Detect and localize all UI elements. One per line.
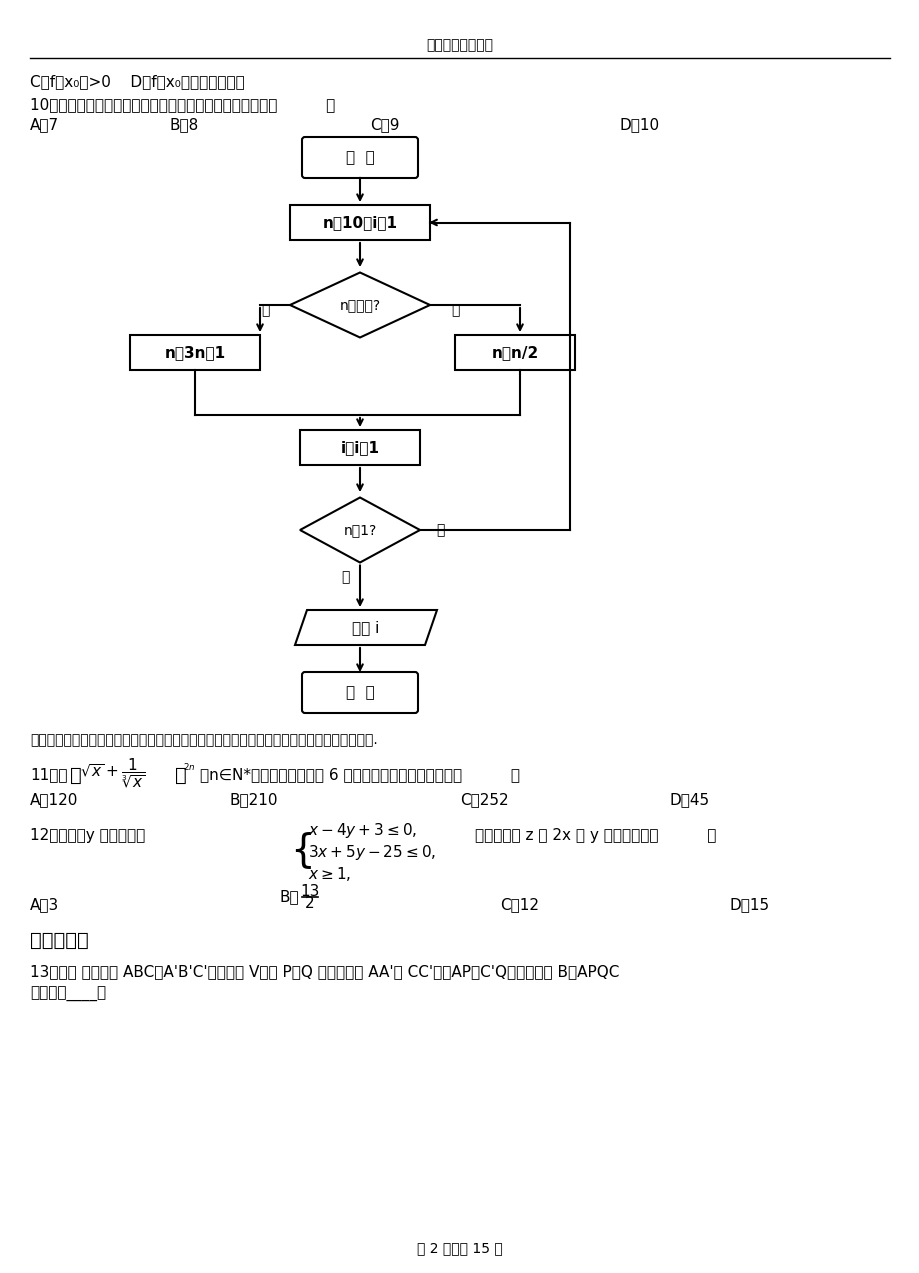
- Text: 二、填空题: 二、填空题: [30, 931, 88, 950]
- Text: 12．已知，y 满足不等式: 12．已知，y 满足不等式: [30, 827, 145, 843]
- Bar: [289, 205, 429, 241]
- Text: D．15: D．15: [729, 897, 769, 913]
- Text: 13．如图 直三棱柱 ABC－A'B'C'的体积为 V，点 P、Q 分别在侧棱 AA'和 CC'上，AP＝C'Q，则四棱锥 B－APQC: 13．如图 直三棱柱 ABC－A'B'C'的体积为 V，点 P、Q 分别在侧棱 …: [30, 965, 618, 979]
- Text: 否: 否: [450, 303, 459, 317]
- Text: A．7: A．7: [30, 117, 59, 132]
- Text: 的体积为____．: 的体积为____．: [30, 987, 106, 1002]
- Text: 精选高中模拟试卷: 精选高中模拟试卷: [426, 38, 493, 52]
- Text: $x \geq 1,$: $x \geq 1,$: [308, 864, 351, 883]
- Text: 结  束: 结 束: [346, 685, 374, 700]
- Text: D．10: D．10: [619, 117, 660, 132]
- Text: 第 2 页，共 15 页: 第 2 页，共 15 页: [416, 1241, 503, 1255]
- Text: $^{2n}$: $^{2n}$: [183, 764, 196, 777]
- Text: n＝10，i＝1: n＝10，i＝1: [323, 215, 397, 230]
- Bar: [455, 335, 574, 370]
- Text: C．12: C．12: [499, 897, 539, 913]
- Text: i＝i＋1: i＝i＋1: [340, 440, 380, 454]
- Text: $3x + 5y - 25 \leq 0,$: $3x + 5y - 25 \leq 0,$: [308, 843, 436, 862]
- Text: 【命题意图】本题考查阅读程序框图，理解程序框图的功能，本质是循环语句循环终止的条件.: 【命题意图】本题考查阅读程序框图，理解程序框图的功能，本质是循环语句循环终止的条…: [30, 733, 378, 747]
- Text: D．45: D．45: [669, 793, 709, 807]
- Text: n＝n/2: n＝n/2: [491, 345, 538, 360]
- Text: （n∈N*）展开式中只有第 6 项系数最大，则其常数项为（          ）: （n∈N*）展开式中只有第 6 项系数最大，则其常数项为（ ）: [199, 768, 519, 783]
- Text: B．: B．: [279, 890, 300, 905]
- Text: C．9: C．9: [369, 117, 399, 132]
- Text: C．f（x₀）>0    D．f（x₀）的符号不确定: C．f（x₀）>0 D．f（x₀）的符号不确定: [30, 75, 244, 89]
- Text: $\sqrt{x}+\dfrac{1}{\sqrt[3]{x}}$: $\sqrt{x}+\dfrac{1}{\sqrt[3]{x}}$: [80, 756, 145, 791]
- Text: 2: 2: [305, 895, 314, 910]
- Text: 开  始: 开 始: [346, 150, 374, 165]
- Text: B．210: B．210: [230, 793, 278, 807]
- Text: ）: ）: [175, 765, 187, 784]
- Text: $x - 4y + 3 \leq 0,$: $x - 4y + 3 \leq 0,$: [308, 821, 416, 839]
- Text: B．8: B．8: [170, 117, 199, 132]
- Text: {: {: [289, 831, 314, 869]
- Polygon shape: [289, 272, 429, 337]
- Polygon shape: [295, 610, 437, 645]
- Bar: [300, 430, 420, 465]
- Text: 13: 13: [300, 883, 319, 899]
- Bar: [130, 335, 260, 370]
- Text: 10．若某程序框图如图所示，则该程序运行后输出的值是（          ）: 10．若某程序框图如图所示，则该程序运行后输出的值是（ ）: [30, 98, 335, 112]
- Text: C．252: C．252: [460, 793, 508, 807]
- Text: 是: 是: [340, 570, 349, 584]
- Text: 输出 i: 输出 i: [352, 620, 380, 635]
- Text: 是: 是: [260, 303, 269, 317]
- Text: n＝1?: n＝1?: [343, 523, 376, 537]
- Text: （: （: [70, 765, 82, 784]
- Text: n是奇数?: n是奇数?: [339, 298, 380, 312]
- Text: 否: 否: [436, 523, 444, 537]
- FancyBboxPatch shape: [301, 672, 417, 713]
- FancyBboxPatch shape: [301, 137, 417, 178]
- Text: A．120: A．120: [30, 793, 78, 807]
- Polygon shape: [300, 498, 420, 563]
- Text: 11．（: 11．（: [30, 768, 67, 783]
- Text: n＝3n＋1: n＝3n＋1: [165, 345, 225, 360]
- Text: 则目标函数 z ＝ 2x ＋ y 的最大值为（          ）: 则目标函数 z ＝ 2x ＋ y 的最大值为（ ）: [474, 827, 716, 843]
- Text: A．3: A．3: [30, 897, 59, 913]
